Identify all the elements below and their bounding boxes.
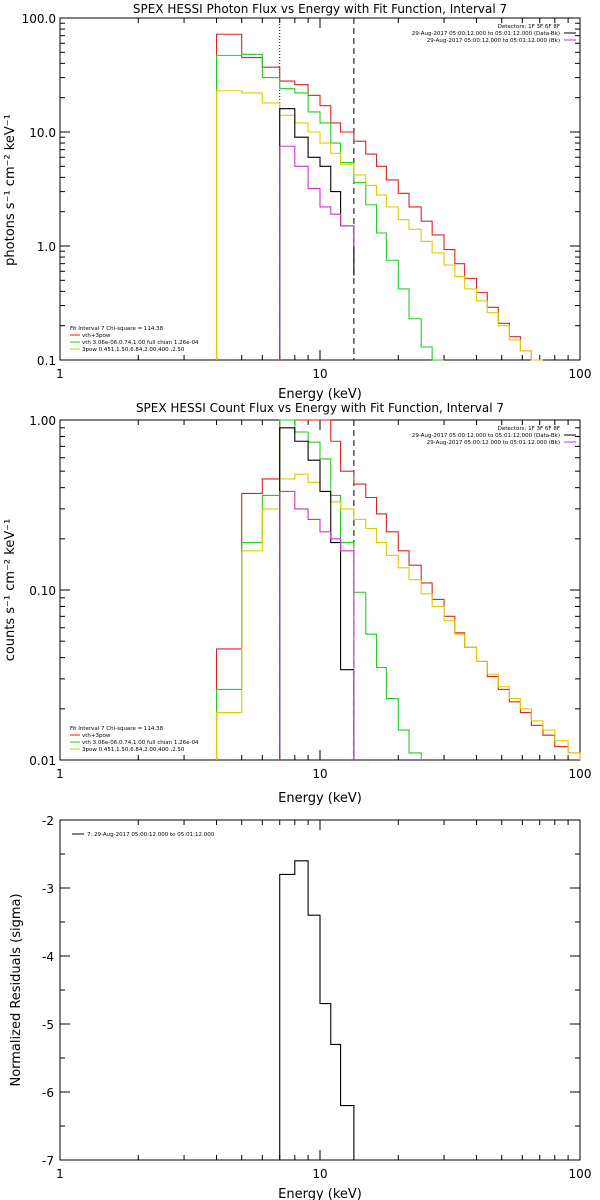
x-tick-label: 100 — [569, 767, 592, 781]
legend-entry: 3pow 0.451,1.50,6.84,2.00,400.,2.50 — [82, 347, 185, 353]
y-tick-label: -3 — [42, 882, 54, 896]
y-tick-label: -2 — [42, 814, 54, 828]
x-tick-label: 10 — [312, 1167, 327, 1181]
y-tick-label: 1.0 — [37, 240, 56, 254]
y-tick-label: -7 — [42, 1154, 54, 1168]
y-tick-label: 10.0 — [29, 126, 56, 140]
y-tick-label: 0.01 — [29, 754, 56, 768]
y-tick-label: 0.10 — [29, 584, 56, 598]
series-vth-3pow — [215, 33, 543, 361]
series-3pow — [215, 90, 543, 361]
panel1-ylabel: photons s⁻¹ cm⁻² keV⁻¹ — [3, 114, 18, 266]
legend-entry: 3pow 0.451,1.50,6.84,2.00,400.,2.50 — [82, 747, 185, 753]
panel3-xlabel: Energy (keV) — [278, 1187, 362, 1200]
legend-entry: vth 3.06e-06,0.74,1.00 full chian 1.26e-… — [82, 340, 199, 346]
y-tick-label: -4 — [42, 950, 54, 964]
y-tick-label: 0.1 — [37, 354, 56, 368]
legend-entry: vth 3.06e-06,0.74,1.00 full chian 1.26e-… — [82, 740, 199, 746]
panel-photon-flux: SPEX HESSI Photon Flux vs Energy with Fi… — [3, 2, 591, 402]
y-tick-label: -6 — [42, 1086, 54, 1100]
x-tick-label: 1 — [56, 367, 64, 381]
y-tick-label: 100.0 — [22, 12, 56, 26]
legend-entry: Detectors: 1F 3F 6F 8F — [498, 426, 560, 432]
panel1-title: SPEX HESSI Photon Flux vs Energy with Fi… — [133, 2, 507, 16]
panel2-xlabel: Energy (keV) — [278, 791, 362, 806]
panel-count-flux: SPEX HESSI Count Flux vs Energy with Fit… — [3, 401, 591, 806]
x-tick-label: 1 — [56, 1167, 64, 1181]
series-bk — [279, 145, 355, 360]
series-vth — [215, 419, 422, 760]
x-tick-label: 10 — [312, 767, 327, 781]
legend-entry: Fit Interval 7 Chi-square = 114.38 — [70, 726, 164, 732]
series-7-29-aug-2017-05-00-12-000-to-05-01-12-000 — [279, 860, 355, 1160]
panel2-title: SPEX HESSI Count Flux vs Energy with Fit… — [136, 401, 504, 415]
legend-entry: 29-Aug-2017 05:00:12.000 to 05:01:12.000… — [427, 440, 560, 446]
x-tick-label: 1 — [56, 767, 64, 781]
panel3-ylabel: Normalized Residuals (sigma) — [9, 893, 24, 1086]
panel-residuals: Energy (keV) Normalized Residuals (sigma… — [9, 814, 591, 1200]
legend-entry: 7. 29-Aug-2017 05:00:12.000 to 05:01:12.… — [87, 832, 215, 838]
legend-entry: 29-Aug-2017 05:00:12.000 to 05:01:12.000… — [412, 433, 560, 439]
legend-entry: vth+3pow — [82, 733, 111, 739]
panel1-plot: 1 10 100 0.1 1.0 10.0 100.0 Detectors: 1F 3F 6F… — [22, 12, 592, 381]
legend-entry: vth+3pow — [82, 333, 111, 339]
legend-entry: Detectors: 1F 3F 6F 8F — [498, 24, 560, 30]
panel3-plot: 1 10 100 -7 -6 -5 -4 -3 -2 7. 29-Aug-2017 05:00:1… — [42, 814, 591, 1181]
x-tick-label: 100 — [569, 367, 592, 381]
series-bk — [279, 490, 355, 760]
y-tick-label: 1.00 — [29, 414, 56, 428]
series-3pow — [215, 473, 581, 760]
legend-entry: Fit Interval 7 Chi-square = 114.38 — [70, 326, 164, 332]
legend-entry: 29-Aug-2017 05:00:12.000 to 05:01:12.000… — [427, 38, 560, 44]
panel2-plot: 1 10 100 0.01 0.10 1.00 Detectors: 1F 3F 6F 8F… — [29, 414, 591, 781]
panel1-xlabel: Energy (keV) — [278, 387, 362, 402]
panel2-ylabel: counts s⁻¹ cm⁻² keV⁻¹ — [3, 519, 18, 662]
legend-entry: 29-Aug-2017 05:00:12.000 to 05:01:12.000… — [412, 31, 560, 37]
x-tick-label: 10 — [312, 367, 327, 381]
series-data-bk — [279, 427, 355, 760]
x-tick-label: 100 — [569, 1167, 592, 1181]
y-tick-label: -5 — [42, 1018, 54, 1032]
